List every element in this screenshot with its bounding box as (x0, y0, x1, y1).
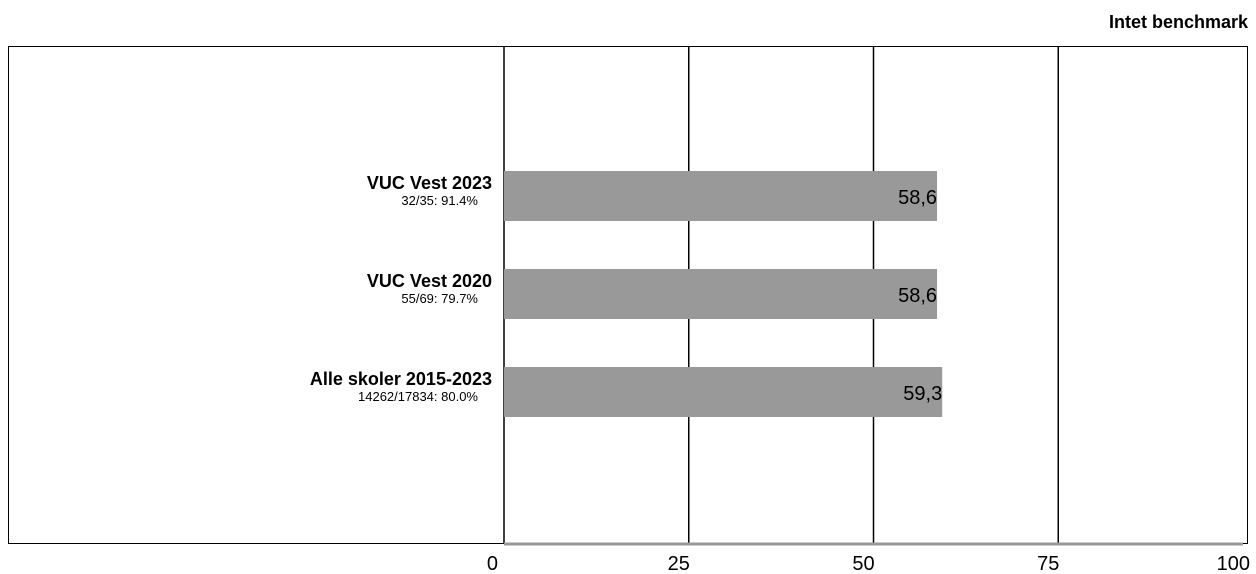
bar-2 (504, 367, 943, 417)
category-detail: 32/35: 91.4% (401, 193, 478, 208)
category-detail: 14262/17834: 80.0% (358, 389, 478, 404)
x-tick-label-0: 0 (487, 553, 498, 574)
x-tick-label-75: 75 (1037, 553, 1059, 574)
category-name: Alle skoler 2015-2023 (309, 369, 492, 389)
bar-1 (504, 269, 938, 319)
category-label: Alle skoler 2015-2023 14262/17834: 80.0% (310, 369, 492, 405)
x-tick-label-25: 25 (668, 553, 690, 574)
category-name: VUC Vest 2020 (366, 271, 492, 291)
category-detail: 55/69: 79.7% (401, 291, 478, 306)
bar-0 (504, 171, 938, 221)
bar-value-label-1: 58,6 (898, 285, 937, 307)
x-tick-label-100: 100 (1217, 553, 1250, 574)
category-label: VUC Vest 2023 32/35: 91.4% (367, 173, 492, 209)
bar-value-label-0: 58,6 (898, 187, 937, 209)
bar-value-label-2: 59,3 (903, 383, 942, 405)
category-name: VUC Vest 2023 (366, 173, 492, 193)
category-label: VUC Vest 2020 55/69: 79.7% (367, 271, 492, 307)
x-tick-label-50: 50 (852, 553, 874, 574)
benchmark-note: Intet benchmark (1108, 12, 1248, 32)
